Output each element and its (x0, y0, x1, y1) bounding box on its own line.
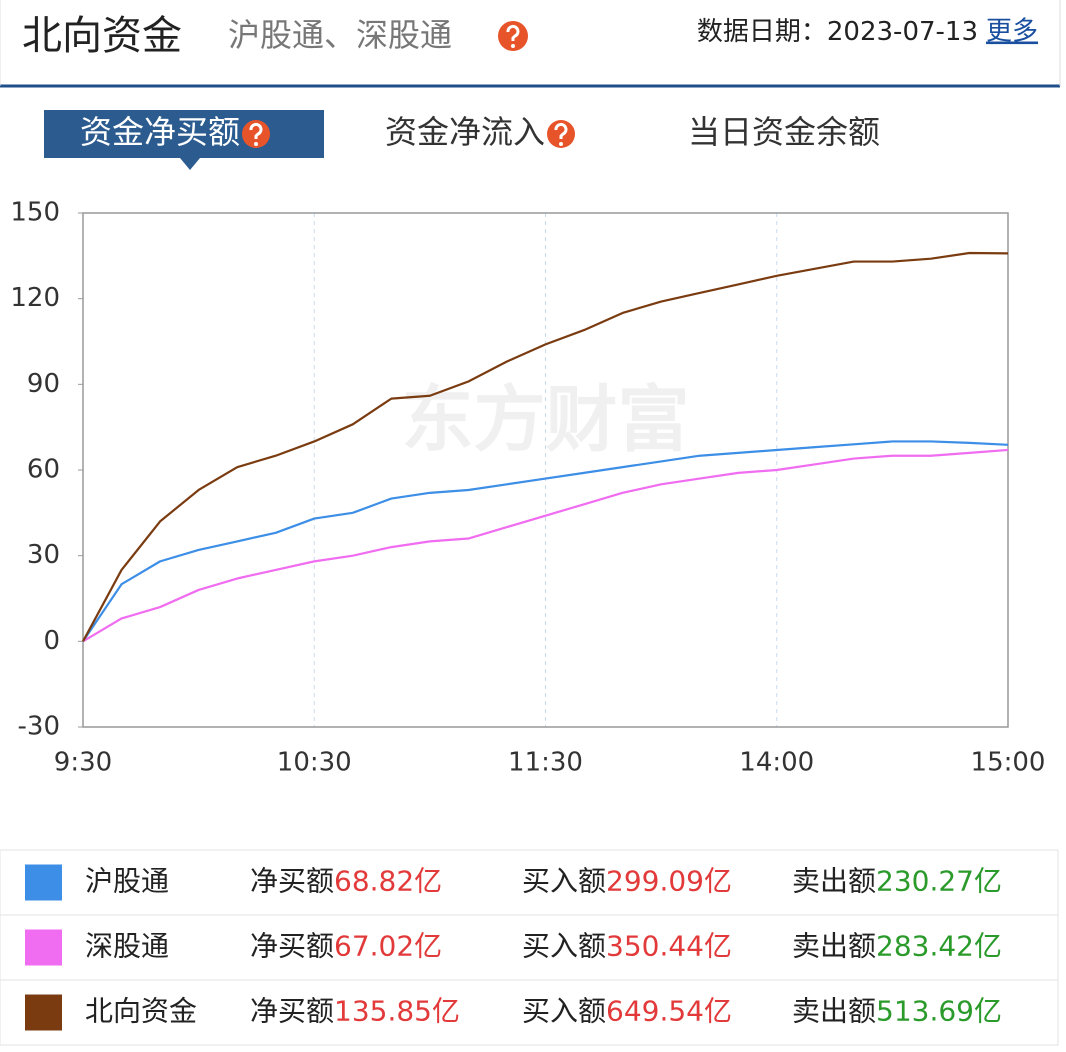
help-mark (554, 122, 568, 139)
date-label: 数据日期： (697, 17, 827, 47)
series-line (82, 440, 1009, 642)
sell-value: 283.42亿 (876, 930, 1002, 963)
net-cell: 净买额67.02亿 (250, 930, 442, 963)
sell-label: 卖出额 (792, 865, 876, 898)
color-swatch (25, 994, 62, 1031)
net-cell: 净买额68.82亿 (250, 865, 442, 898)
series-name: 沪股通 (85, 865, 169, 898)
net-cell: 净买额135.85亿 (250, 995, 460, 1028)
series-line (82, 448, 1009, 643)
color-swatch (25, 864, 62, 901)
y-tick-label: -30 (18, 712, 60, 742)
tab-label[interactable]: 资金净流入 (385, 113, 545, 151)
series-line (82, 251, 1009, 642)
net-value: 67.02亿 (334, 930, 442, 963)
help-icon[interactable] (242, 120, 271, 148)
title: 北向资金 (22, 13, 182, 59)
tab-active-bg (44, 110, 324, 158)
sell-value: 230.27亿 (876, 865, 1002, 898)
sell-value: 513.69亿 (876, 995, 1002, 1028)
help-mark (249, 122, 263, 139)
net-label: 净买额 (250, 865, 334, 898)
sell-cell: 卖出额230.27亿 (792, 865, 1002, 898)
x-tick-label: 14:00 (739, 748, 814, 778)
net-label: 净买额 (250, 995, 334, 1028)
buy-label: 买入额 (522, 865, 606, 898)
buy-label: 买入额 (522, 930, 606, 963)
y-tick-label: 30 (27, 540, 60, 570)
tab-label[interactable]: 资金净买额 (80, 113, 240, 151)
sell-label: 卖出额 (792, 930, 876, 963)
series-name: 北向资金 (85, 995, 197, 1028)
buy-cell: 买入额350.44亿 (522, 930, 732, 963)
tabs: 资金净买额 资金净流入 当日资金余额 (44, 110, 880, 170)
tab[interactable]: 资金净买额 (44, 110, 324, 170)
series-name: 深股通 (85, 930, 169, 963)
net-label: 净买额 (250, 930, 334, 963)
buy-value: 350.44亿 (606, 930, 732, 963)
y-tick-label: 90 (27, 369, 60, 399)
table-row (0, 979, 1059, 1046)
date: 2023-07-13 (827, 17, 978, 47)
tab-pointer (180, 158, 200, 170)
help-dot (559, 142, 564, 146)
y-tick-label: 150 (10, 198, 60, 228)
buy-label: 买入额 (522, 995, 606, 1028)
date-line: 数据日期：2023-07-13 (697, 17, 978, 47)
buy-cell: 买入额299.09亿 (522, 865, 732, 898)
sell-cell: 卖出额283.42亿 (792, 930, 1002, 963)
y-tick-label: 120 (10, 283, 60, 313)
plot-frame (82, 212, 1009, 728)
x-tick-label: 15:00 (971, 748, 1046, 778)
x-tick-label: 11:30 (508, 748, 583, 778)
buy-value: 299.09亿 (606, 865, 732, 898)
subtitle: 沪股通、深股通 (228, 16, 452, 54)
chart: 9:30 10:30 11:30 14:00 15:00 -30 0 30 60 90 120 150… (10, 198, 1045, 778)
table-row (0, 914, 1059, 981)
tab[interactable]: 资金净流入 (385, 113, 576, 151)
tab-label[interactable]: 当日资金余额 (688, 113, 880, 151)
help-icon[interactable] (498, 21, 528, 51)
table-row (0, 849, 1059, 916)
sell-label: 卖出额 (792, 995, 876, 1028)
net-value: 68.82亿 (334, 865, 442, 898)
help-icon[interactable] (547, 120, 576, 148)
y-tick-label: 0 (43, 626, 60, 656)
buy-cell: 买入额649.54亿 (522, 995, 732, 1028)
buy-value: 649.54亿 (606, 995, 732, 1028)
help-dot (254, 142, 259, 146)
y-tick-label: 60 (27, 455, 60, 485)
color-swatch (25, 929, 62, 966)
net-value: 135.85亿 (334, 995, 460, 1028)
more-link[interactable]: 更多 (986, 17, 1038, 47)
watermark: 东方财富 (401, 378, 689, 462)
x-tick-label: 9:30 (54, 748, 112, 778)
tab[interactable]: 当日资金余额 (688, 113, 880, 151)
sell-cell: 卖出额513.69亿 (792, 995, 1002, 1028)
x-tick-label: 10:30 (277, 748, 352, 778)
